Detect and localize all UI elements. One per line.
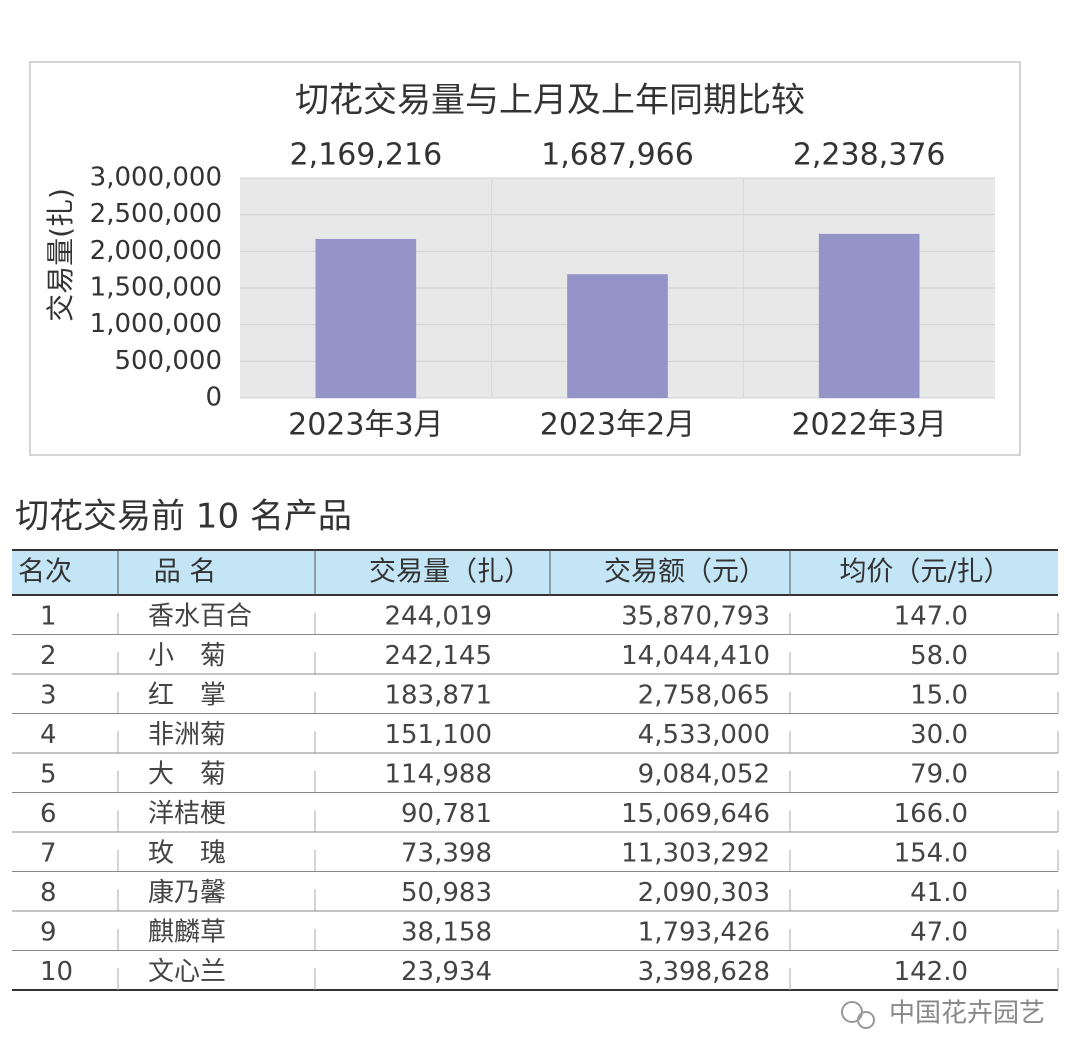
- bar: [567, 274, 668, 398]
- table-cell: 114,988: [384, 759, 492, 789]
- table-cell: 147.0: [894, 601, 968, 631]
- table-cell: 4: [40, 720, 57, 750]
- table-header-cell: 交易额（元）: [604, 557, 766, 588]
- table-header-cell: 交易量（扎）: [369, 557, 531, 588]
- table-cell: 58.0: [910, 641, 968, 671]
- y-tick-label: 0: [205, 383, 222, 413]
- table-cell: 玫 瑰: [148, 838, 226, 868]
- table-cell: 文心兰: [148, 957, 226, 987]
- y-tick-label: 3,000,000: [90, 163, 222, 193]
- table-cell: 183,871: [384, 680, 492, 710]
- table-cell: 3,398,628: [638, 957, 770, 987]
- table-cell: 1,793,426: [638, 917, 770, 947]
- table-cell: 15.0: [910, 680, 968, 710]
- table-cell: 9,084,052: [638, 759, 770, 789]
- table-cell: 35,870,793: [621, 601, 770, 631]
- table-header-cell: 品 名: [154, 557, 217, 588]
- y-tick-label: 500,000: [114, 346, 222, 376]
- table-cell: 7: [40, 838, 57, 868]
- watermark-icon: [841, 1001, 875, 1029]
- x-tick-label: 2022年3月: [791, 408, 946, 443]
- table-cell: 洋桔梗: [148, 799, 226, 829]
- table-cell: 90,781: [401, 799, 492, 829]
- table-cell: 香水百合: [148, 601, 252, 631]
- table-cell: 15,069,646: [621, 799, 770, 829]
- table-cell: 242,145: [384, 641, 492, 671]
- value-label: 2,238,376: [793, 138, 946, 173]
- table-cell: 4,533,000: [638, 720, 770, 750]
- table-header-cell: 名次: [18, 557, 72, 588]
- bar: [818, 233, 920, 398]
- table-cell: 6: [40, 799, 57, 829]
- table-cell: 244,019: [384, 601, 492, 631]
- table-cell: 47.0: [910, 917, 968, 947]
- table-cell: 38,158: [401, 917, 492, 947]
- table-cell: 73,398: [401, 838, 492, 868]
- table-cell: 142.0: [894, 957, 968, 987]
- table-cell: 10: [40, 957, 73, 987]
- table-cell: 41.0: [910, 878, 968, 908]
- table-cell: 30.0: [910, 720, 968, 750]
- table-header-cell: 均价（元/扎）: [839, 557, 1010, 588]
- table-cell: 麒麟草: [148, 917, 226, 947]
- value-label: 1,687,966: [541, 138, 694, 173]
- y-tick-label: 2,000,000: [90, 236, 222, 266]
- table-cell: 5: [40, 759, 57, 789]
- table-cell: 154.0: [894, 838, 968, 868]
- table-cell: 11,303,292: [621, 838, 770, 868]
- y-tick-label: 1,000,000: [90, 309, 222, 339]
- x-tick-label: 2023年3月: [288, 408, 443, 443]
- table-cell: 2: [40, 641, 57, 671]
- table-cell: 康乃馨: [148, 878, 226, 908]
- y-tick-label: 1,500,000: [90, 273, 222, 303]
- table-title: 切花交易前 10 名产品: [15, 497, 352, 537]
- y-axis-label: 交易量(扎): [44, 188, 77, 322]
- table-header-bg: [12, 550, 1058, 595]
- table-cell: 大 菊: [148, 759, 226, 789]
- table-cell: 8: [40, 878, 57, 908]
- table-cell: 79.0: [910, 759, 968, 789]
- watermark: 中国花卉园艺: [889, 999, 1045, 1029]
- table-cell: 9: [40, 917, 57, 947]
- table-cell: 2,090,303: [638, 878, 770, 908]
- table-cell: 小 菊: [148, 641, 226, 671]
- table-cell: 1: [40, 601, 57, 631]
- value-label: 2,169,216: [289, 138, 442, 173]
- table-cell: 14,044,410: [621, 641, 770, 671]
- table-cell: 23,934: [401, 957, 492, 987]
- bar: [315, 238, 417, 398]
- table-cell: 166.0: [894, 799, 968, 829]
- x-tick-label: 2023年2月: [540, 408, 695, 443]
- table-cell: 50,983: [401, 878, 492, 908]
- table-cell: 3: [40, 680, 57, 710]
- table-cell: 红 掌: [148, 680, 226, 710]
- chart-title: 切花交易量与上月及上年同期比较: [295, 81, 805, 121]
- y-tick-label: 2,500,000: [90, 199, 222, 229]
- table-cell: 2,758,065: [638, 680, 770, 710]
- table-cell: 151,100: [384, 720, 492, 750]
- table-cell: 非洲菊: [148, 720, 226, 750]
